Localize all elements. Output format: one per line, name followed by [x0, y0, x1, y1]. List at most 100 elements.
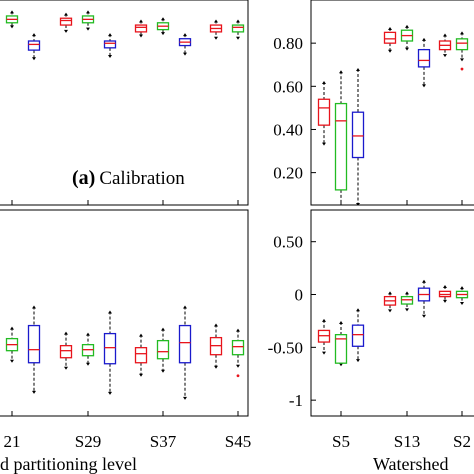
outlier-point — [460, 67, 464, 71]
y-tick-label: 0 — [295, 286, 304, 305]
box-s5-series-1 — [317, 318, 331, 355]
upper-cap — [388, 27, 392, 31]
lower-cap — [322, 351, 326, 355]
upper-cap — [443, 285, 447, 289]
upper-cap — [183, 33, 187, 37]
box-s13-series-2 — [400, 24, 414, 51]
iqr-box — [317, 98, 331, 126]
upper-cap — [322, 81, 326, 84]
box-s5-series-3 — [351, 308, 365, 363]
chart-panel-top-right: 0.20 0.40 0.60 0.80 — [273, 0, 474, 206]
lower-cap — [460, 58, 464, 62]
chart-panel-bottom-left: 21 S29 S37 S45 d partitioning level — [0, 209, 266, 474]
lower-cap — [214, 365, 218, 369]
iqr-box — [255, 328, 266, 354]
box-s21-series-2 — [5, 326, 19, 363]
upper-cap — [214, 323, 218, 327]
y-tick-label: 0.50 — [273, 233, 303, 252]
upper-cap — [32, 33, 36, 37]
x-axis-label: Watershed — [373, 454, 449, 474]
box-s13-series-1 — [383, 27, 397, 53]
box-s45-series-1 — [209, 19, 223, 40]
lower-cap — [139, 373, 143, 377]
upper-cap — [236, 328, 240, 332]
box-s5-series-2 — [334, 320, 348, 367]
upper-cap — [10, 10, 14, 14]
upper-cap — [356, 308, 360, 312]
lower-cap — [388, 49, 392, 53]
lower-cap — [161, 32, 165, 36]
box-s29-series-1 — [59, 331, 73, 370]
box-s45-series-3 — [255, 33, 266, 53]
box-s2-series-1 — [438, 285, 452, 303]
iqr-box — [59, 345, 73, 359]
upper-cap — [236, 19, 240, 23]
box-s13-series-2 — [400, 291, 414, 312]
iqr-box — [27, 324, 41, 364]
box-s21-series-3 — [27, 33, 41, 61]
box-s5-series-2 — [334, 70, 348, 205]
panel-content — [317, 24, 469, 205]
panel-frame — [0, 209, 249, 417]
box-s29-series-1 — [59, 12, 73, 33]
lower-cap — [10, 25, 14, 29]
box-s2-series-1 — [438, 33, 452, 58]
iqr-box — [351, 324, 365, 347]
upper-cap — [258, 309, 262, 312]
lower-cap — [236, 364, 240, 368]
panel-frame — [310, 0, 474, 206]
iqr-box — [27, 40, 41, 51]
iqr-box — [455, 38, 469, 51]
upper-cap — [86, 332, 90, 336]
lower-cap — [86, 27, 90, 31]
box-s37-series-2 — [156, 327, 170, 373]
x-axis-label: d partitioning level — [0, 454, 137, 474]
box-s13-series-3 — [417, 279, 431, 318]
box-s37-series-3 — [178, 33, 192, 56]
upper-cap — [64, 12, 68, 16]
lower-cap — [405, 308, 409, 312]
box-s29-series-3 — [103, 310, 117, 395]
y-tick-label: 0.40 — [273, 120, 303, 139]
upper-cap — [161, 17, 165, 21]
lower-cap — [258, 374, 262, 377]
upper-cap — [322, 318, 326, 322]
panel-annotation-text: Calibration — [99, 168, 185, 189]
y-tick-label: 0.60 — [273, 77, 303, 96]
box-s21-series-2 — [5, 10, 19, 29]
lower-cap — [443, 54, 447, 58]
iqr-box — [334, 102, 348, 191]
iqr-box — [103, 332, 117, 365]
upper-cap — [422, 37, 426, 41]
iqr-box — [134, 24, 148, 33]
lower-cap — [460, 302, 464, 306]
iqr-box — [178, 324, 192, 364]
box-s29-series-3 — [103, 33, 117, 58]
x-tick-label: S5 — [332, 432, 350, 451]
lower-cap — [108, 54, 112, 58]
x-tick-label: S13 — [394, 432, 420, 451]
upper-cap — [139, 19, 143, 23]
iqr-box — [156, 339, 170, 360]
lower-cap — [214, 36, 218, 40]
lower-cap — [422, 84, 426, 88]
upper-cap — [339, 70, 343, 74]
lower-cap — [339, 363, 343, 367]
lower-cap — [322, 142, 326, 146]
iqr-box — [103, 40, 117, 49]
iqr-box — [383, 31, 397, 44]
lower-cap — [422, 314, 426, 318]
box-s45-series-1 — [209, 323, 223, 369]
panel-annotation: (a) Calibration — [72, 167, 185, 189]
y-tick-label: 0.20 — [273, 164, 303, 183]
upper-cap — [161, 327, 165, 331]
iqr-box — [417, 48, 431, 68]
iqr-box — [231, 339, 245, 356]
box-s37-series-3 — [178, 305, 192, 400]
upper-cap — [258, 33, 262, 36]
lower-cap — [10, 359, 14, 363]
panel-annotation-letter: (a) — [72, 167, 95, 189]
iqr-box — [134, 347, 148, 364]
box-s21-series-3 — [27, 305, 41, 394]
